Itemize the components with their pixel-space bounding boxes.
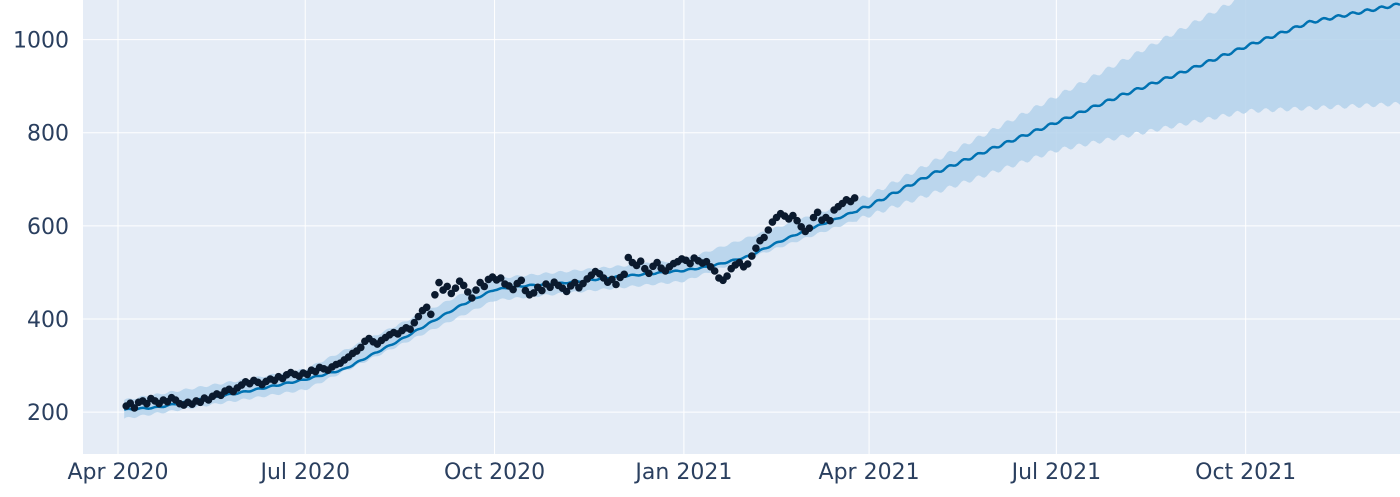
data-point — [406, 325, 415, 334]
data-point — [517, 276, 526, 285]
data-point — [357, 343, 365, 352]
data-point — [793, 216, 801, 225]
data-point — [410, 318, 419, 327]
y-tick-label: 800 — [27, 122, 69, 147]
data-point — [496, 274, 505, 282]
data-point — [789, 211, 797, 220]
x-tick-label: Jan 2021 — [633, 460, 732, 485]
observed-points — [122, 194, 859, 412]
y-tick-label: 1000 — [13, 29, 69, 54]
data-point — [702, 257, 711, 266]
data-point — [443, 282, 452, 291]
data-point — [529, 289, 538, 297]
x-axis-ticks: Apr 2020 Jul 2020 Oct 2020 Jan 2021 Apr 2021… — [67, 460, 1296, 485]
data-point — [143, 399, 151, 408]
data-point — [468, 294, 476, 302]
data-point — [562, 287, 571, 296]
data-point — [509, 285, 517, 294]
data-point — [447, 289, 456, 298]
data-point — [422, 303, 431, 312]
data-point — [538, 286, 546, 295]
y-tick-label: 200 — [27, 401, 69, 426]
data-point — [435, 278, 443, 287]
data-point — [813, 208, 822, 217]
data-point — [451, 284, 460, 293]
data-point — [636, 257, 645, 266]
x-tick-label: Jul 2020 — [258, 460, 350, 485]
data-point — [686, 259, 694, 268]
forecast-line — [123, 2, 1400, 411]
x-tick-label: Jul 2021 — [1010, 460, 1102, 485]
data-point — [743, 260, 752, 268]
x-tick-label: Apr 2021 — [819, 460, 920, 485]
data-point — [850, 194, 859, 202]
data-point — [414, 312, 423, 321]
data-point — [760, 233, 768, 242]
trend-line — [123, 2, 1400, 411]
data-point — [472, 286, 480, 294]
data-point — [571, 278, 579, 287]
data-point — [130, 404, 139, 412]
y-tick-label: 600 — [27, 215, 69, 240]
data-point — [480, 282, 489, 291]
data-point — [764, 226, 773, 234]
data-point — [752, 244, 760, 252]
data-point — [427, 310, 435, 319]
data-point — [805, 224, 814, 232]
data-point — [748, 252, 756, 260]
data-point — [620, 270, 628, 279]
data-point — [459, 281, 468, 290]
data-point — [710, 267, 719, 275]
x-tick-label: Oct 2020 — [444, 460, 545, 485]
data-point — [546, 283, 554, 292]
y-axis-ticks: 200 400 600 800 1000 — [13, 29, 69, 427]
data-point — [612, 280, 620, 289]
data-point — [723, 272, 731, 280]
x-tick-label: Apr 2020 — [67, 460, 168, 485]
data-point — [431, 291, 439, 299]
data-point — [653, 258, 661, 267]
data-point — [826, 216, 834, 225]
data-point — [608, 275, 616, 284]
y-tick-label: 400 — [27, 308, 69, 333]
data-point — [809, 213, 818, 222]
data-point — [624, 253, 633, 262]
data-point — [464, 288, 472, 296]
x-tick-label: Oct 2021 — [1195, 460, 1296, 485]
data-point — [645, 269, 653, 278]
